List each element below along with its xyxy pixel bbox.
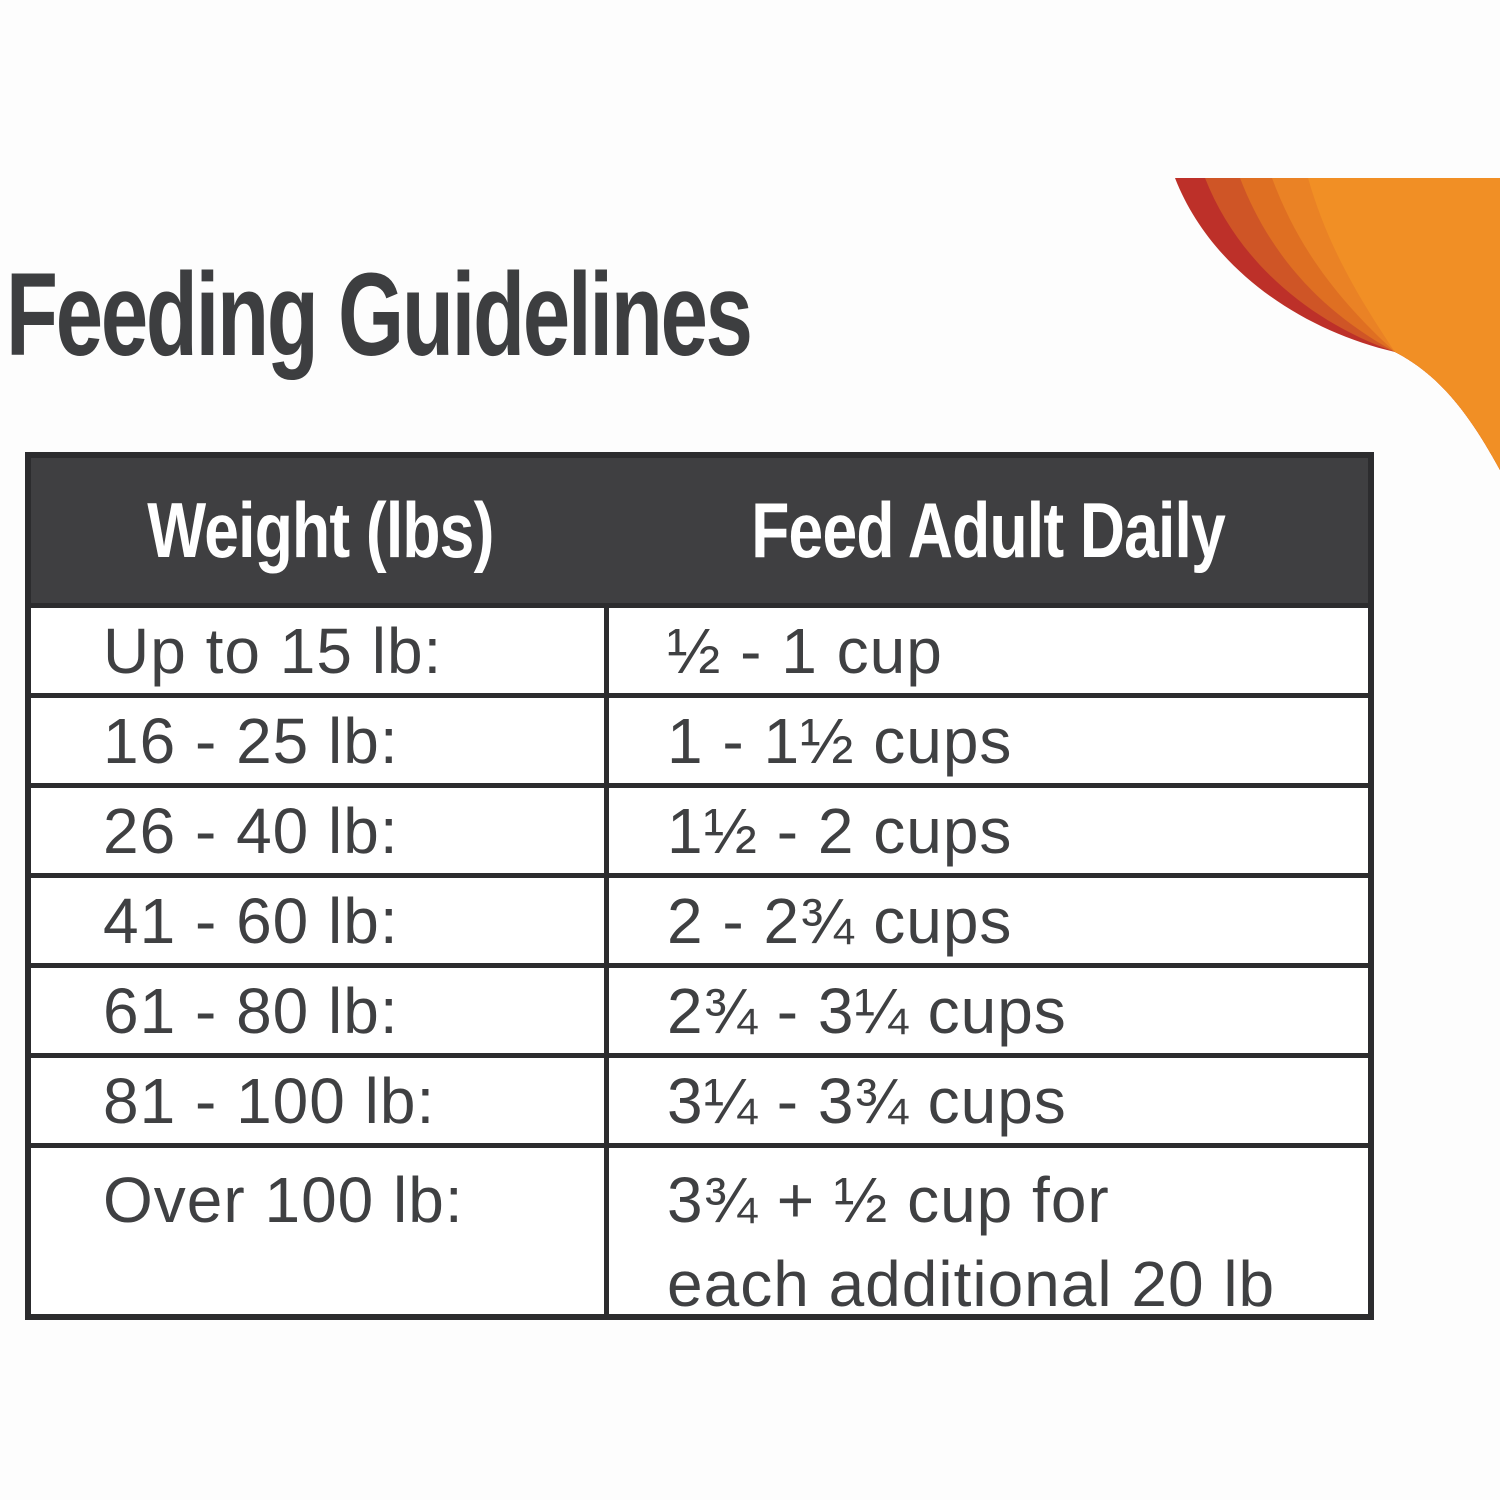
feed-cell: 1½ - 2 cups [667,794,1013,867]
table-header-row: Weight (lbs) Feed Adult Daily [31,458,1368,603]
weight-cell: 16 - 25 lb: [31,698,609,783]
weight-cell: 41 - 60 lb: [31,878,609,963]
feed-cell: 2¾ - 3¼ cups [667,974,1067,1047]
feed-line-1: 3¾ + ½ cup for [667,1164,1110,1236]
feed-cell: 3¾ + ½ cup for each additional 20 lb [609,1148,1368,1320]
page-title: Feeding Guidelines [6,249,753,381]
weight-cell: 26 - 40 lb: [31,788,609,873]
swoosh-layer-main-orange [1308,178,1500,470]
feeding-guidelines-table: Weight (lbs) Feed Adult Daily Up to 15 l… [25,452,1374,1320]
header-weight-label: Weight (lbs) [146,486,494,574]
weight-cell: 61 - 80 lb: [31,968,609,1053]
header-cell-feed: Feed Adult Daily [609,458,1368,603]
weight-cell: Over 100 lb: [31,1148,609,1314]
table-row: 26 - 40 lb: 1½ - 2 cups [31,783,1368,873]
table-row: 16 - 25 lb: 1 - 1½ cups [31,693,1368,783]
corner-swoosh-decoration [1175,178,1500,470]
table-row: Over 100 lb: 3¾ + ½ cup for each additio… [31,1143,1368,1320]
weight-cell: Up to 15 lb: [31,608,609,693]
feed-cell: 3¼ - 3¾ cups [667,1064,1067,1137]
feed-cell: 1 - 1½ cups [667,704,1013,777]
table-row: Up to 15 lb: ½ - 1 cup [31,603,1368,693]
header-feed-label: Feed Adult Daily [751,486,1227,574]
feed-line-2: each additional 20 lb [667,1248,1276,1320]
table-row: 41 - 60 lb: 2 - 2¾ cups [31,873,1368,963]
table-row: 81 - 100 lb: 3¼ - 3¾ cups [31,1053,1368,1143]
feed-cell: 2 - 2¾ cups [667,884,1013,957]
weight-cell: 81 - 100 lb: [31,1058,609,1143]
feed-cell: ½ - 1 cup [667,614,943,687]
header-cell-weight: Weight (lbs) [31,458,609,603]
table-row: 61 - 80 lb: 2¾ - 3¼ cups [31,963,1368,1053]
